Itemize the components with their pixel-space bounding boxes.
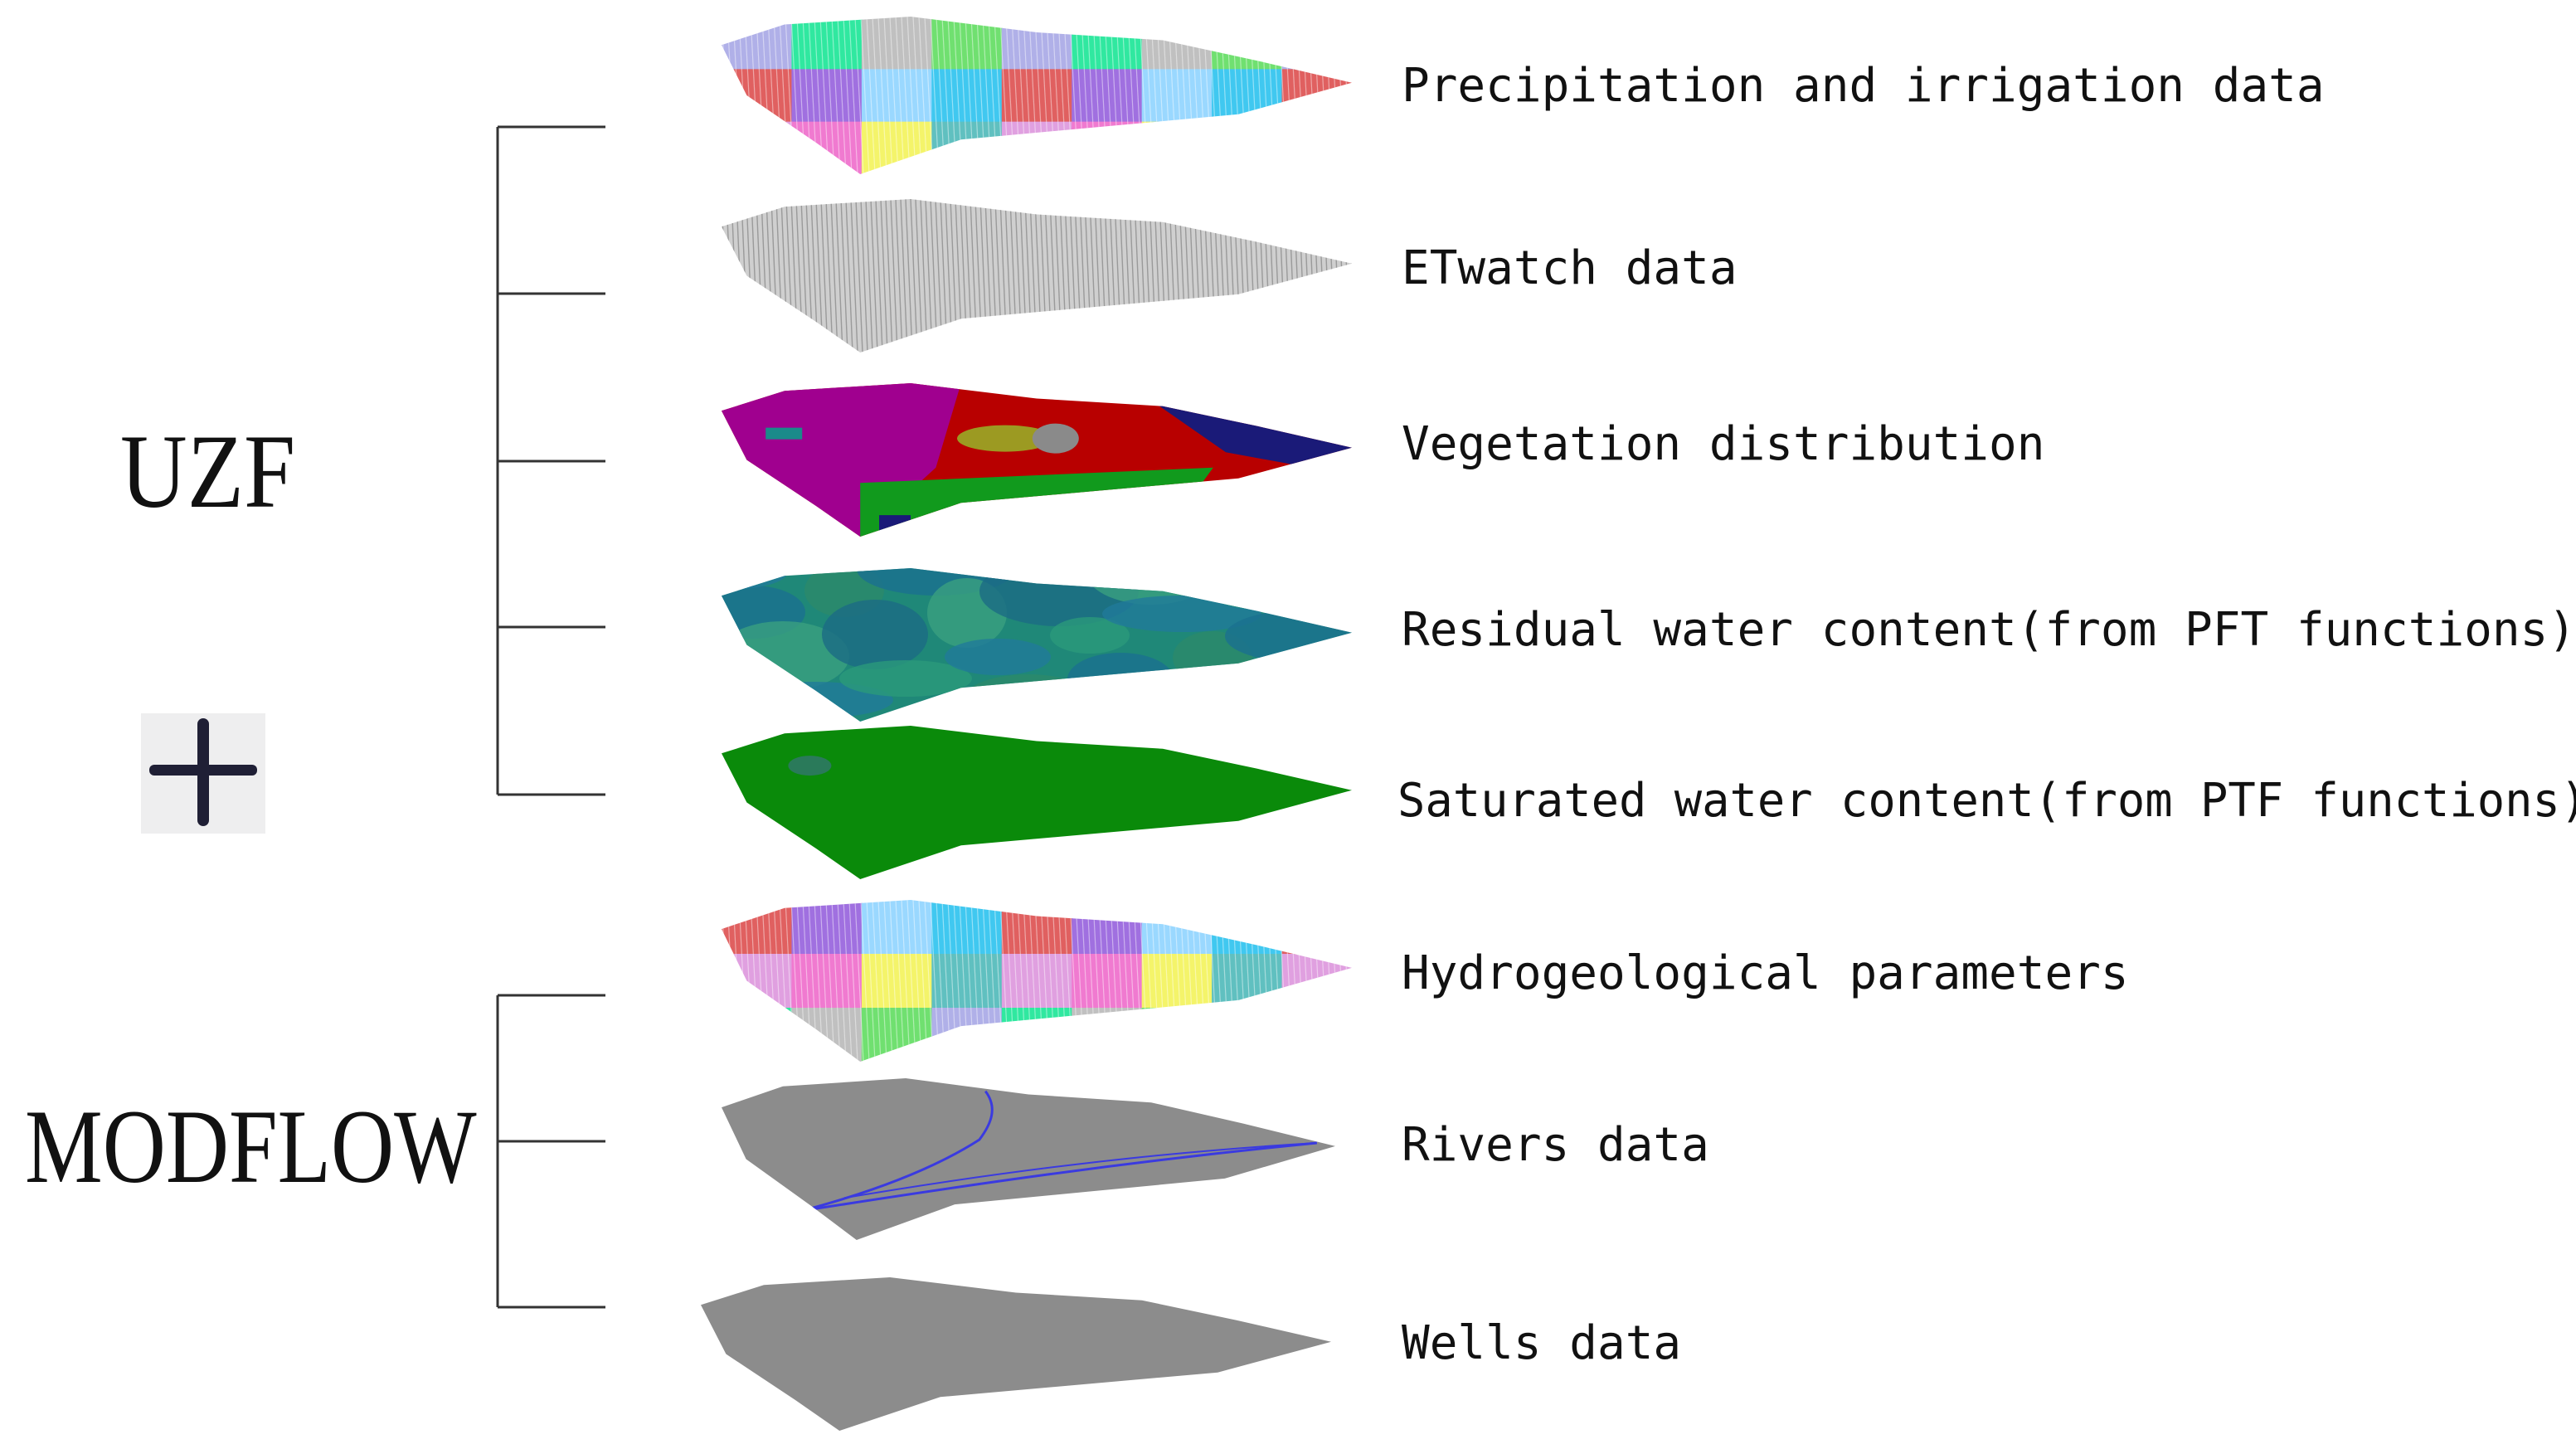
layer-surface-7 [722,1078,1335,1240]
layer-surface-6 [722,900,1352,1062]
layer-label-5: Saturated water content(from PTF functio… [1397,774,2576,828]
plus-box [141,713,265,834]
layer-label-3: Vegetation distribution [1402,417,2045,471]
modflow-group-label: MODFLOW [25,1089,477,1205]
layer-surface-1 [722,17,1352,174]
uzf-group-label: UZF [120,414,296,530]
layer-surface-8 [701,1277,1331,1431]
layer-label-8: Wells data [1402,1316,1682,1370]
layer-surface-5 [722,726,1352,879]
layer-label-7: Rivers data [1402,1118,1709,1172]
layer-label-1: Precipitation and irrigation data [1402,59,2325,113]
modflow-bracket [496,994,605,1309]
layer-label-4: Residual water content(from PFT function… [1402,603,2576,657]
layer-surface-3 [722,383,1352,537]
layer-label-6: Hydrogeological parameters [1402,946,2129,1000]
plus-icon [149,718,257,826]
layer-surface-2 [722,199,1352,353]
uzf-bracket [496,125,605,796]
layer-surface-4 [722,568,1352,722]
layer-label-2: ETwatch data [1402,241,1738,295]
